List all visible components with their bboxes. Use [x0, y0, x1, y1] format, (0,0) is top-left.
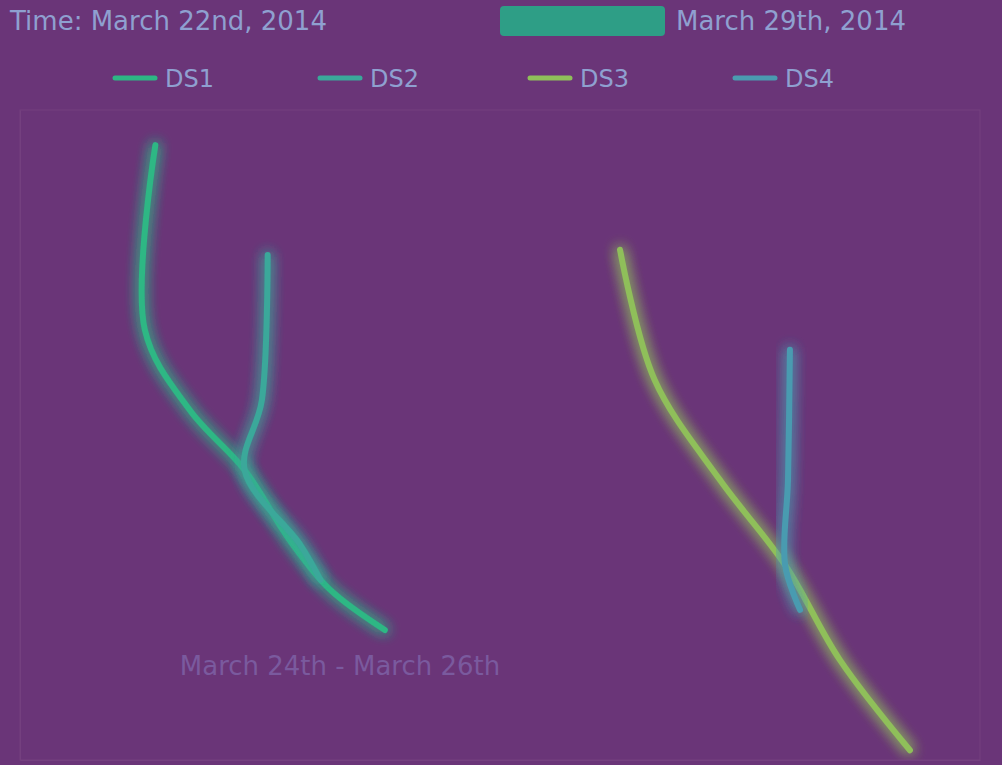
legend-label: DS1 — [165, 65, 214, 93]
subtitle: March 29th, 2014 — [676, 6, 906, 36]
series-line — [784, 350, 800, 610]
slider-bar[interactable] — [500, 6, 665, 36]
background — [0, 0, 1002, 765]
plot-area — [20, 110, 981, 761]
axis-line — [20, 111, 21, 761]
axis-line — [21, 760, 981, 761]
title: Time: March 22nd, 2014 — [9, 6, 327, 36]
legend-swatch — [735, 76, 775, 81]
legend-label: DS4 — [785, 65, 834, 93]
legend-swatch — [115, 76, 155, 81]
legend-swatch — [530, 76, 570, 81]
chart: Time: March 22nd, 2014 March 29th, 2014 DS… — [0, 0, 1002, 765]
annotation: March 24th - March 26th — [180, 651, 500, 681]
plot-frame — [20, 110, 980, 760]
legend-label: DS2 — [370, 65, 419, 93]
series-line — [244, 255, 321, 580]
series-line — [620, 250, 910, 751]
legend-label: DS3 — [580, 65, 629, 93]
legend: DS1 DS2 DS3 DS4 — [115, 65, 834, 93]
legend-swatch — [320, 76, 360, 81]
x-axis — [21, 760, 981, 761]
series-line — [142, 145, 385, 630]
y-axis — [20, 111, 21, 761]
lines — [142, 145, 910, 750]
